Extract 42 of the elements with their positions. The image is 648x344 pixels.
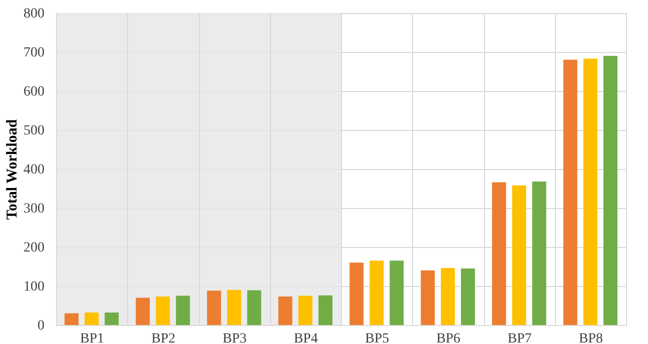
bar: [104, 312, 119, 325]
y-axis-title: Total Workload: [4, 118, 20, 220]
x-tick-label: BP5: [365, 332, 390, 344]
bar: [512, 185, 526, 325]
bar: [350, 262, 364, 325]
bar: [156, 296, 170, 325]
y-tick-label: 500: [24, 124, 44, 138]
bar: [390, 260, 404, 325]
bar: [64, 313, 79, 325]
y-tick-label: 200: [24, 240, 44, 256]
bar: [563, 60, 578, 325]
bar: [603, 56, 618, 325]
bar: [84, 312, 99, 325]
x-tick-label: BP6: [436, 332, 460, 344]
y-tick-label: 400: [24, 162, 44, 178]
bar: [460, 268, 475, 325]
bar: [298, 296, 312, 325]
y-tick-label: 100: [24, 280, 44, 294]
bar: [176, 296, 190, 325]
y-tick-label: 800: [24, 6, 44, 22]
bar: [207, 290, 222, 325]
y-tick-label: 300: [24, 202, 44, 216]
y-tick-label: 600: [24, 84, 44, 100]
bar: [370, 260, 384, 325]
bar: [278, 296, 292, 325]
x-tick-label: BP8: [578, 332, 603, 344]
bar: [247, 290, 262, 325]
bar: [492, 182, 506, 325]
y-tick-label: 0: [38, 318, 44, 334]
bar: [420, 270, 435, 325]
bar: [532, 181, 546, 325]
y-tick-label: 700: [24, 46, 44, 60]
x-tick-label: BP2: [151, 332, 176, 344]
x-tick-label: BP3: [222, 332, 247, 344]
bar: [136, 298, 150, 325]
bar: [583, 58, 598, 325]
bar: [318, 295, 332, 325]
x-tick-label: BP4: [294, 332, 318, 344]
bar: [227, 290, 242, 325]
x-tick-label: BP7: [508, 332, 532, 344]
x-tick-label: BP1: [80, 332, 104, 344]
bar: [440, 268, 455, 325]
